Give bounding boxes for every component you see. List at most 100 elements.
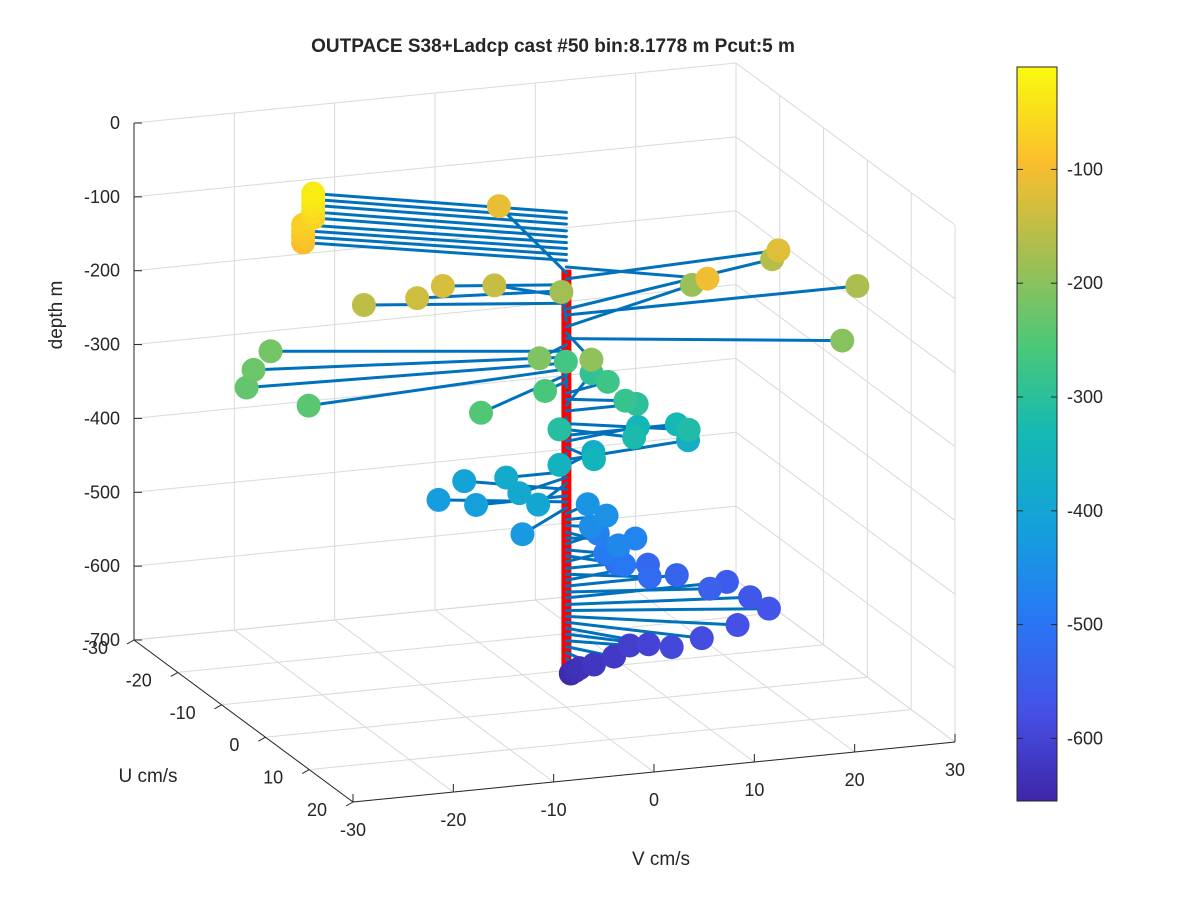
- velocity-point: [482, 273, 507, 298]
- velocity-point: [830, 328, 855, 353]
- velocity-point: [258, 339, 283, 364]
- grid-line: [133, 62, 737, 124]
- velocity-point: [697, 576, 722, 601]
- colorbar-ticks: -100 -200 -300 -400 -500 -600: [1017, 159, 1103, 748]
- velocity-vector: [564, 257, 774, 311]
- velocity-point: [695, 266, 720, 291]
- u-tick-label: 20: [307, 800, 327, 820]
- velocity-point: [426, 487, 451, 512]
- velocity-point: [579, 347, 604, 372]
- velocity-point: [494, 465, 519, 490]
- velocity-point: [594, 503, 619, 528]
- z-tick-label: 0: [110, 113, 120, 133]
- velocity-point: [756, 596, 781, 621]
- velocity-vector: [564, 284, 859, 317]
- u-tick-label: 10: [263, 768, 283, 788]
- u-tick-label: 0: [229, 735, 239, 755]
- colorbar-tick-label: -100: [1067, 159, 1103, 179]
- velocity-point: [510, 522, 535, 547]
- colorbar-tick-label: -400: [1067, 501, 1103, 521]
- axes-frame: [133, 123, 956, 803]
- u-tick-label: -10: [170, 703, 196, 723]
- u-axis-label: U cm/s: [118, 766, 177, 787]
- velocity-point: [464, 492, 489, 517]
- grid-line: [735, 358, 956, 521]
- velocity-point: [664, 563, 689, 588]
- velocity-vector: [564, 607, 771, 612]
- velocity-vector: [311, 191, 568, 214]
- velocity-point: [241, 357, 266, 382]
- z-axis-label: depth m: [46, 281, 67, 350]
- grid-line: [133, 136, 737, 198]
- u-tick-mark: [126, 639, 135, 645]
- velocity-point: [637, 564, 662, 589]
- u-axis-line: [133, 639, 354, 803]
- velocity-point: [617, 633, 642, 658]
- velocity-point: [296, 393, 321, 418]
- grid-line: [309, 709, 912, 771]
- velocity-vector: [564, 337, 844, 343]
- velocity-vectors: [245, 191, 859, 676]
- colorbar-tick-label: -600: [1067, 728, 1103, 748]
- velocity-point: [595, 369, 620, 394]
- colorbar-gradient: [1016, 66, 1058, 802]
- grid-line: [221, 644, 824, 706]
- velocity-point: [845, 274, 870, 299]
- velocity-point: [547, 452, 572, 477]
- velocity-vector: [311, 203, 568, 226]
- velocity-point: [676, 417, 701, 442]
- v-tick-label: 0: [649, 790, 659, 810]
- v-tick-label: 30: [945, 760, 965, 780]
- velocity-points: [234, 181, 870, 686]
- velocity-point: [533, 378, 558, 403]
- velocity-point: [527, 346, 552, 371]
- velocity-point: [738, 585, 763, 610]
- z-tick-label: -400: [84, 408, 120, 428]
- z-tick-label: -100: [84, 187, 120, 207]
- velocity-point: [301, 181, 326, 206]
- u-tick-label: -20: [126, 670, 152, 690]
- velocity-point: [581, 447, 606, 472]
- velocity-point: [469, 400, 494, 425]
- z-tick-label: -700: [84, 630, 120, 650]
- grid-line: [265, 676, 868, 738]
- grid-line: [735, 210, 956, 374]
- grid-line: [535, 599, 755, 763]
- v-axis-label: V cm/s: [632, 849, 690, 870]
- velocity-point: [430, 274, 455, 299]
- velocity-vector: [301, 235, 568, 256]
- velocity-point: [526, 492, 551, 517]
- colorbar: -100 -200 -300 -400 -500 -600: [1016, 66, 1103, 802]
- grid-line: [334, 619, 554, 783]
- grid-line: [133, 505, 737, 567]
- velocity-vector: [479, 373, 568, 415]
- velocity-vector: [301, 240, 568, 262]
- velocity-point: [581, 652, 606, 677]
- velocity-vector: [252, 355, 568, 372]
- velocity-point: [452, 469, 477, 494]
- grid-line: [735, 505, 956, 669]
- velocity-vector: [564, 283, 694, 329]
- u-tick-mark: [301, 769, 310, 775]
- v-tick-label: -30: [340, 820, 366, 840]
- chart-title: OUTPACE S38+Ladcp cast #50 bin:8.1778 m …: [311, 36, 795, 57]
- u-tick-mark: [258, 736, 266, 742]
- velocity-point: [405, 286, 430, 311]
- z-tick-label: -500: [84, 482, 120, 502]
- velocity-point: [622, 425, 647, 450]
- z-tick-label: -600: [84, 556, 120, 576]
- velocity-vector: [311, 197, 568, 220]
- velocity-vector: [564, 614, 740, 627]
- velocity-point: [549, 280, 574, 305]
- velocity-point: [351, 293, 376, 318]
- velocity-vector: [362, 301, 568, 307]
- tick-labels: 0-100-200-300-400-500-600-700-30-20-1001…: [82, 113, 965, 840]
- velocity-point: [766, 238, 791, 263]
- velocity-vector: [301, 229, 568, 251]
- velocity-vector: [564, 587, 712, 594]
- colorbar-tick-label: -300: [1067, 387, 1103, 407]
- u-tick-mark: [170, 671, 179, 677]
- grid-line: [735, 431, 956, 595]
- z-tick-label: -300: [84, 335, 120, 355]
